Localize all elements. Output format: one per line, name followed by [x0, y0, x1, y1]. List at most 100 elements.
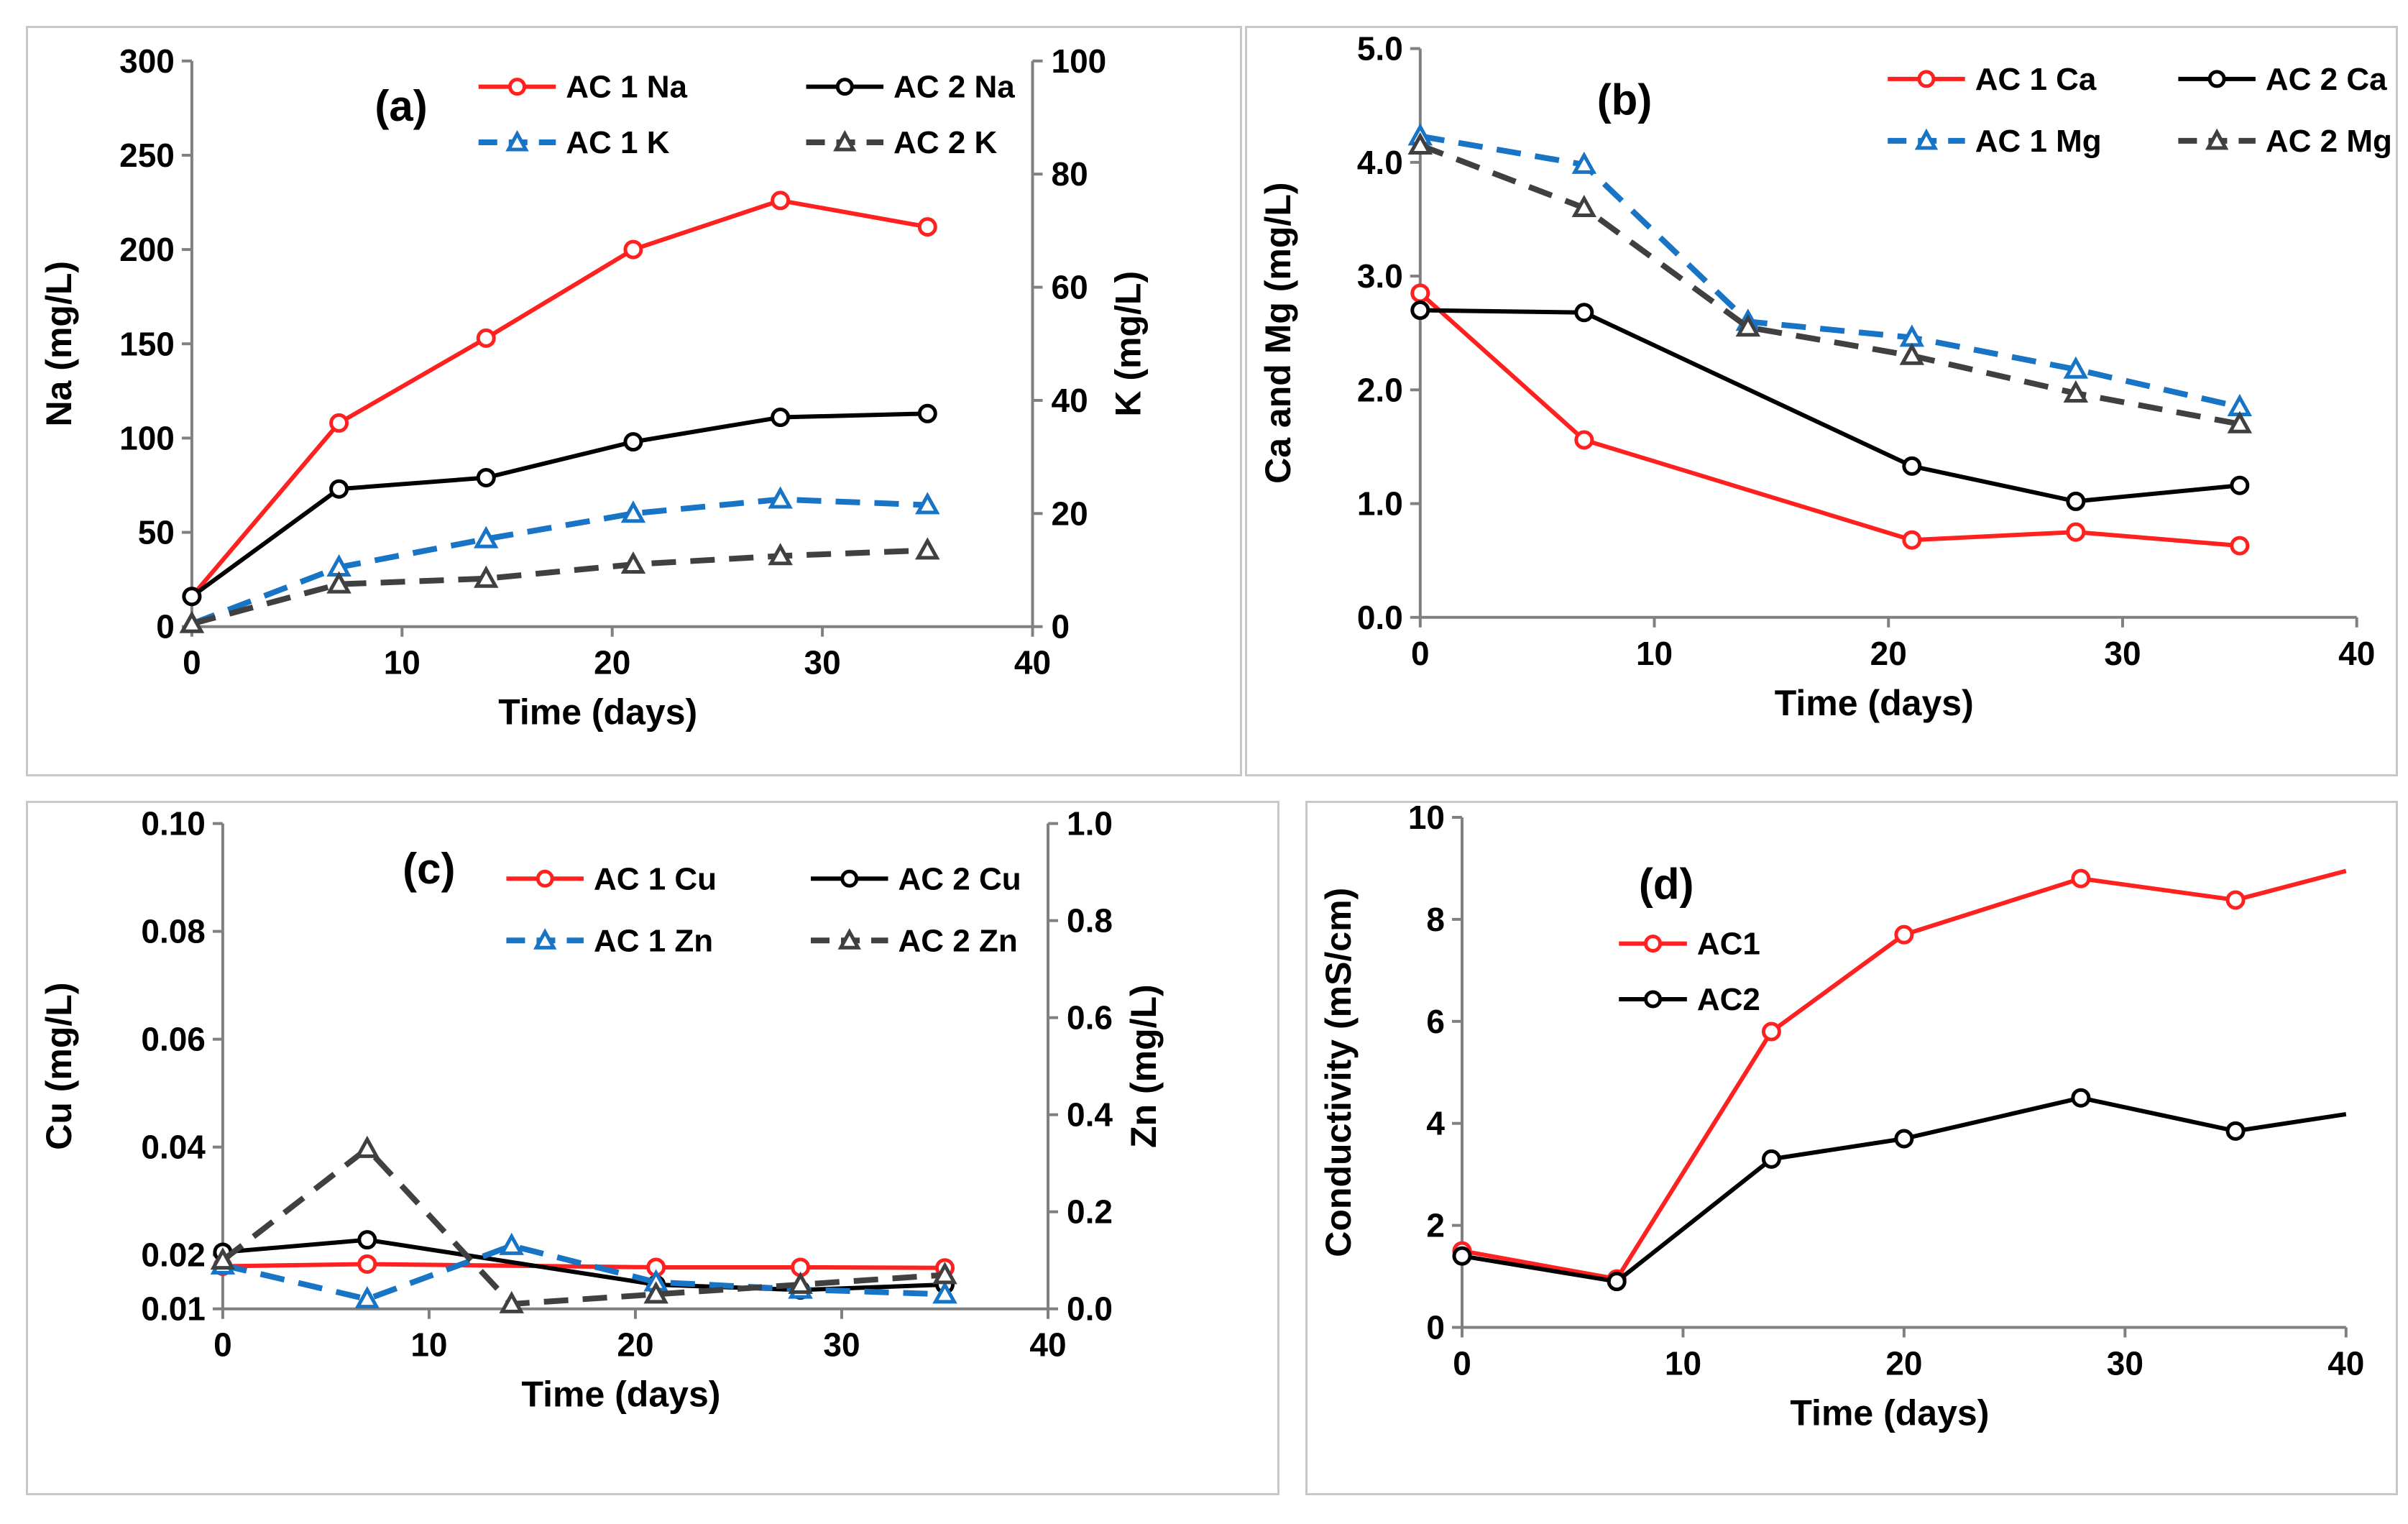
x-tick-label: 10 [1665, 1345, 1701, 1382]
y-tick-label: 0.0 [1357, 599, 1403, 636]
legend-entry: AC 2 Zn [811, 923, 1018, 958]
legend-marker [533, 928, 557, 950]
data-point [932, 1281, 957, 1304]
x-tick-label: 20 [1870, 635, 1907, 672]
x-axis-title: Time (days) [1775, 683, 1974, 723]
series-ac-2-zn [210, 1135, 957, 1313]
y-tick-label: 0.01 [141, 1290, 206, 1328]
panel-label: (c) [403, 845, 455, 893]
legend-marker [837, 928, 861, 950]
series-ac-2-na [182, 403, 937, 607]
x-tick-label: 40 [2327, 1345, 2364, 1382]
x-tick-label: 20 [594, 644, 630, 681]
data-point [1902, 530, 1922, 550]
series-line [190, 496, 928, 627]
y2-tick-label: 0.2 [1067, 1193, 1113, 1231]
y-tick-label: 0.06 [141, 1021, 206, 1058]
x-tick-label: 30 [823, 1326, 860, 1364]
x-axis-title: Time (days) [1790, 1393, 1989, 1433]
legend-marker [2207, 70, 2226, 88]
legend-marker [536, 869, 554, 888]
x-tick-label: 0 [1453, 1345, 1471, 1382]
legend-marker [1644, 935, 1663, 953]
legend-entry: AC1 [1619, 927, 1760, 962]
data-point [354, 1135, 380, 1158]
y-tick-label: 6 [1426, 1003, 1445, 1040]
data-point [476, 328, 496, 348]
chart-b: 0 10 20 30 40 0.0 1.0 2.0 3.0 4.0 5.0 Time (days) Ca… [1258, 30, 2392, 723]
data-point [1574, 303, 1594, 323]
legend-entry: AC 1 Ca [1888, 62, 2097, 97]
chart-d: 0 10 20 30 40 0 2 4 6 8 10 Time (days) Conductivity … [1318, 803, 2364, 1433]
data-point [182, 587, 202, 607]
chart-panel-a: 0 10 20 30 40 0 50 100 150 200 250 300 0 20 40 60 80 100 K… [26, 26, 1242, 776]
series-line [1420, 133, 2241, 410]
x-tick-label: 0 [183, 644, 201, 681]
data-point [1899, 324, 1925, 347]
y-tick-label: 2 [1426, 1207, 1445, 1244]
legend-entry: AC2 [1619, 982, 1760, 1017]
legend-marker [508, 78, 526, 96]
data-point [1407, 132, 1433, 155]
data-point [2071, 868, 2091, 889]
data-point [2225, 890, 2246, 910]
x-tick-label: 10 [384, 644, 421, 681]
x-tick-label: 30 [2104, 635, 2141, 672]
legend-label: AC 1 Ca [1975, 62, 2097, 97]
legend-entry: AC 2 Na [806, 70, 1015, 105]
chart-panel-c: 0 10 20 30 40 0.01 0.02 0.04 0.06 0.08 0.10 0.0 0.2 0… [26, 801, 1279, 1495]
data-point [771, 190, 791, 211]
y-tick-label: 4.0 [1357, 144, 1403, 181]
x-tick-label: 10 [410, 1326, 447, 1364]
y-tick-label: 0 [1426, 1309, 1445, 1346]
data-point [1899, 342, 1925, 365]
data-point [476, 467, 496, 487]
x-axis-title: Time (days) [521, 1374, 720, 1415]
legend-label: AC 1 Cu [594, 861, 717, 896]
y-tick-label: 0.08 [141, 913, 206, 950]
y-tick-label: 10 [1408, 803, 1445, 836]
series-line [190, 198, 928, 598]
y-tick-label: 2.0 [1357, 371, 1403, 408]
legend-marker [1917, 70, 1936, 88]
data-point [2063, 380, 2089, 403]
y-axis-title: Cu (mg/L) [39, 983, 79, 1150]
series-line [221, 1242, 945, 1303]
data-point [915, 492, 940, 515]
data-point [2071, 1088, 2091, 1108]
y2-tick-label: 1.0 [1067, 805, 1113, 843]
legend-entry: AC 2 Ca [2178, 62, 2387, 97]
y-tick-label: 0.02 [141, 1236, 206, 1274]
data-point [917, 217, 937, 237]
series-line [190, 411, 928, 599]
y-tick-label: 0.10 [141, 805, 206, 843]
data-point [1452, 1246, 1472, 1266]
legend-label: AC 1 Na [566, 70, 687, 105]
series-line [221, 1145, 945, 1307]
data-point [768, 543, 793, 566]
data-point [768, 486, 793, 509]
data-point [1410, 283, 1430, 303]
data-point [917, 403, 937, 423]
series-line [222, 1262, 945, 1270]
legend-entry: AC 1 Mg [1888, 124, 2102, 159]
y2-tick-label: 60 [1052, 269, 1088, 306]
data-point [1735, 314, 1761, 337]
series-ac-1-mg [1407, 123, 2253, 416]
y2-tick-label: 0.8 [1067, 902, 1113, 940]
x-tick-label: 30 [2107, 1345, 2143, 1382]
legend-entry: AC 1 K [478, 125, 670, 160]
data-point [1894, 924, 1914, 945]
legend-marker [840, 869, 859, 888]
data-point [1410, 300, 1430, 321]
y-tick-label: 0 [156, 608, 175, 646]
data-point [788, 1271, 813, 1294]
series-ac-2-mg [1407, 132, 2253, 433]
chart-a: 0 10 20 30 40050100150200250300020406080100K… [39, 42, 1149, 733]
data-point [1761, 1149, 1781, 1169]
x-tick-label: 20 [1885, 1345, 1922, 1382]
series-ac-2-k [179, 537, 940, 633]
legend-label: AC 1 Zn [594, 923, 713, 958]
y-tick-label: 1.0 [1357, 485, 1403, 523]
legend-entry: AC 2 Cu [811, 861, 1021, 896]
